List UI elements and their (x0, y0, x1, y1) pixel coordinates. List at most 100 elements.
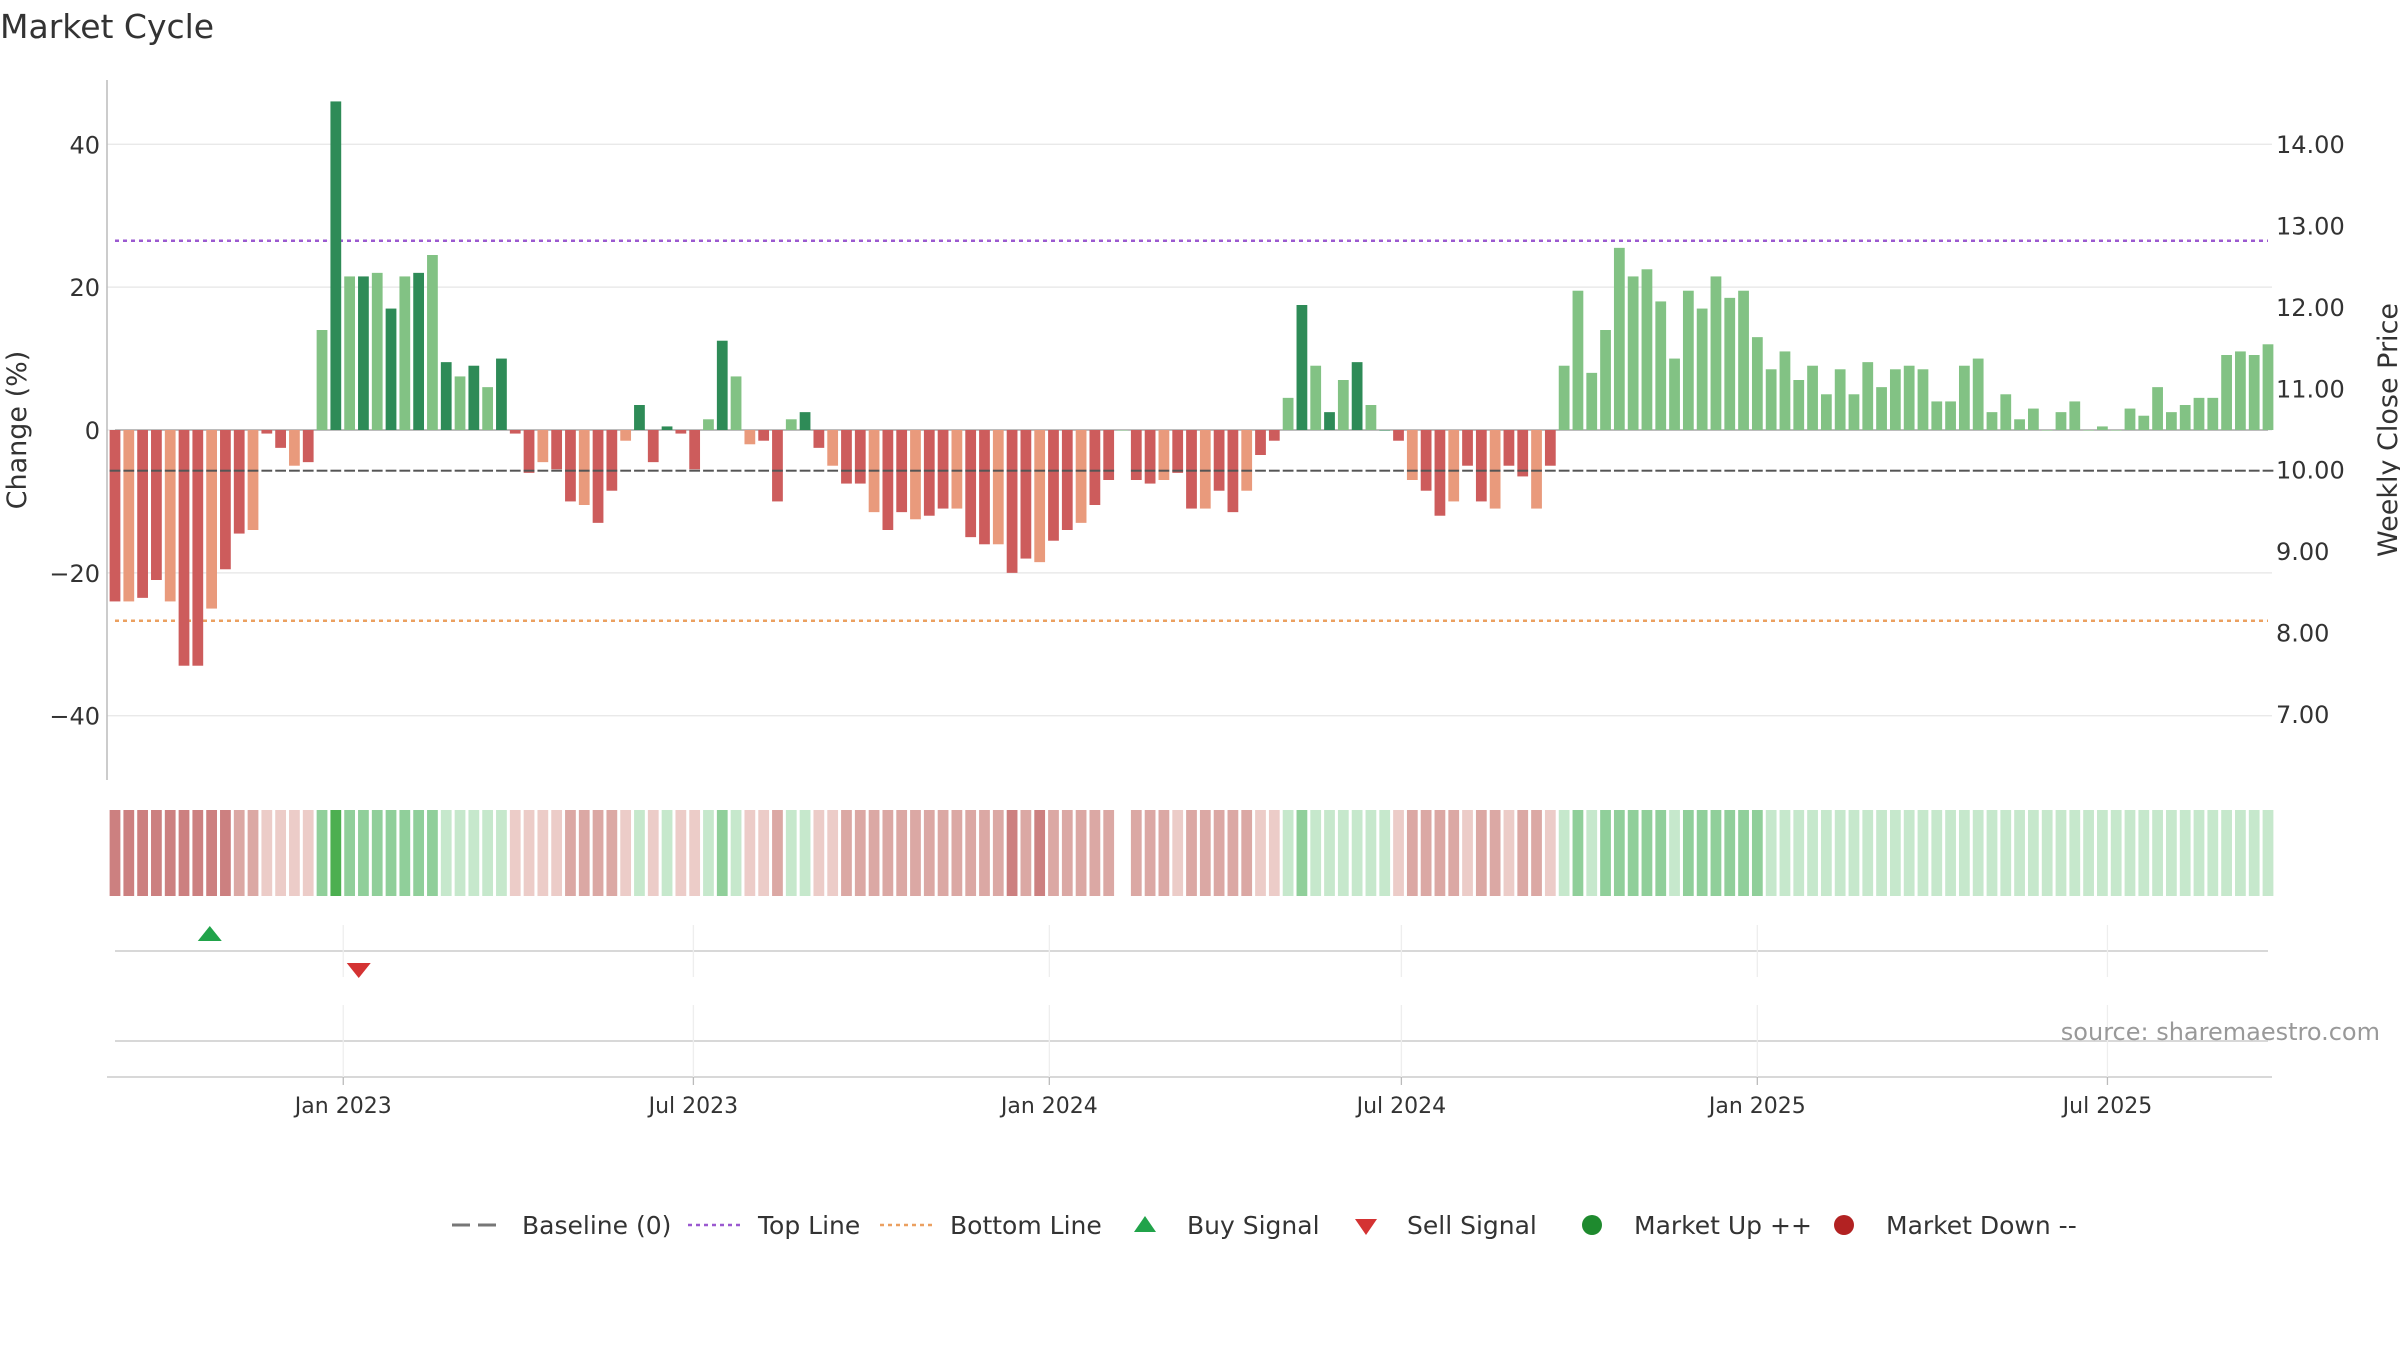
heatmap-cell (716, 810, 728, 896)
heatmap-cell (1945, 810, 1956, 896)
legend-label: Buy Signal (1187, 1211, 1320, 1240)
change-bar (1945, 401, 1956, 430)
heatmap-cell (2235, 810, 2246, 896)
legend-item-market_up: Market Up ++ (1582, 1211, 1812, 1240)
heatmap-cell (275, 810, 286, 896)
heatmap-cell (482, 810, 494, 896)
change-bar (1420, 430, 1432, 491)
heatmap-cell (744, 810, 756, 896)
sell-signal-marker (346, 963, 371, 978)
heatmap-cell (1986, 810, 1998, 896)
heatmap-cell (1034, 810, 1046, 896)
heatmap-cell (1958, 810, 1970, 896)
change-bar (1958, 365, 1970, 430)
change-bar (523, 430, 535, 473)
change-bar (1130, 430, 1142, 480)
change-bar (634, 405, 645, 430)
legend-label: Sell Signal (1407, 1211, 1537, 1240)
change-bar (744, 430, 756, 445)
change-bar (2027, 408, 2039, 430)
change-bar (2179, 405, 2191, 430)
change-bar (1986, 412, 1998, 430)
change-bar (1931, 401, 1943, 430)
change-bar (247, 430, 259, 530)
heatmap-cell (841, 810, 852, 896)
change-bar (1117, 430, 1128, 431)
change-bar (979, 430, 990, 545)
change-bar (2262, 344, 2274, 430)
heatmap-cell (827, 810, 839, 896)
heatmap-cell (910, 810, 921, 896)
change-bar (1255, 430, 1266, 455)
change-bar (192, 430, 204, 666)
heatmap-cell (937, 810, 949, 896)
change-bar (1448, 430, 1460, 502)
change-bar (220, 430, 231, 570)
change-bar (2138, 415, 2150, 430)
heatmap-cell (2166, 810, 2177, 896)
change-bar (620, 430, 632, 441)
heatmap-cell (1613, 810, 1625, 896)
change-bar (716, 340, 728, 430)
heatmap-cell (1779, 810, 1791, 896)
change-bar (882, 430, 894, 530)
source-text: source: sharemaestro.com (2061, 1018, 2380, 1046)
change-bar (2221, 355, 2232, 430)
heatmap-cell (137, 810, 148, 896)
change-bar (2235, 351, 2246, 430)
change-bar (1889, 369, 1901, 430)
change-bar (1296, 305, 1308, 430)
heatmap-cell (620, 810, 632, 896)
heatmap-cell (316, 810, 328, 896)
heatmap-cell (261, 810, 273, 896)
heatmap-cell (1600, 810, 1611, 896)
heatmap-cell (565, 810, 576, 896)
heatmap-cell (206, 810, 217, 896)
buy-signal-marker (197, 926, 222, 941)
heatmap-cell (1517, 810, 1529, 896)
heatmap-cell (1544, 810, 1556, 896)
x-axis: Jan 2023 Jul 2023 Jan 2024 Jul 2024 Jan 2025… (107, 925, 2272, 1119)
heatmap-cell (1213, 810, 1225, 896)
change-bar (1655, 301, 1667, 430)
heatmap-cell (537, 810, 549, 896)
heatmap-cell (454, 810, 466, 896)
heatmap-cell (923, 810, 935, 896)
change-bar (1696, 308, 1708, 430)
change-bar (661, 426, 673, 430)
y2-tick-label: 10.00 (2276, 457, 2345, 485)
change-bar (606, 430, 618, 491)
heatmap-cell (1020, 810, 1032, 896)
change-bar (137, 430, 148, 598)
y2-tick-label: 8.00 (2276, 619, 2329, 647)
change-bar (799, 412, 811, 430)
change-bar (2248, 355, 2260, 430)
heatmap-cell (965, 810, 977, 896)
heatmap-cell (2193, 810, 2205, 896)
heatmap-cell (109, 810, 121, 896)
heatmap-cell (1710, 810, 1722, 896)
heatmap-cell (2207, 810, 2219, 896)
heatmap-cell (1669, 810, 1680, 896)
heatmap-cell (1144, 810, 1156, 896)
change-bar (703, 419, 714, 430)
heatmap-cell (675, 810, 687, 896)
heatmap-cell (1268, 810, 1280, 896)
change-bar (2069, 401, 2081, 430)
heatmap-cell (1255, 810, 1266, 896)
legend-label: Market Down -- (1886, 1211, 2077, 1240)
change-bar (1144, 430, 1156, 484)
change-bar (1089, 430, 1101, 505)
change-bar (289, 430, 300, 466)
heatmap-cell (509, 810, 521, 896)
change-bar (1489, 430, 1501, 509)
heatmap-cell (413, 810, 425, 896)
y2-tick-label: 11.00 (2276, 375, 2345, 403)
x-tick-label: Jul 2023 (647, 1094, 739, 1119)
heatmap-cell (1379, 810, 1391, 896)
heatmap-cell (523, 810, 535, 896)
change-bar (1075, 430, 1087, 523)
heatmap-cell (440, 810, 452, 896)
change-bar (910, 430, 921, 520)
change-bar (1600, 330, 1611, 430)
